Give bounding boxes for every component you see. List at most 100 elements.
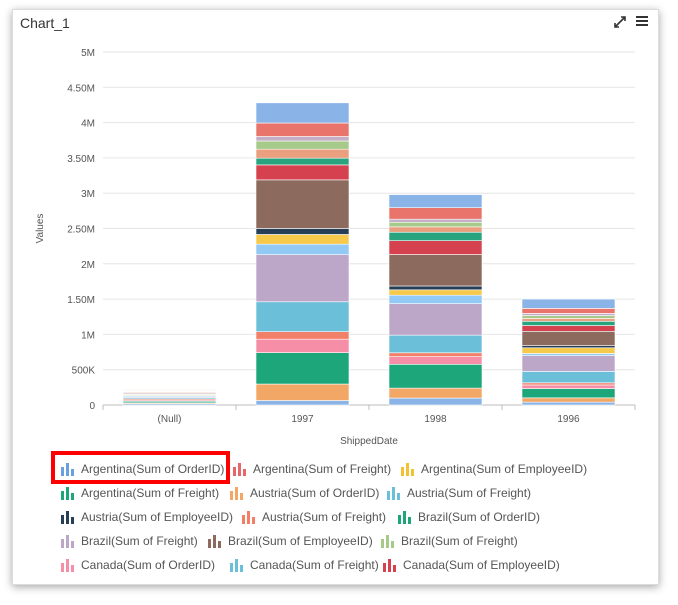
bar-segment[interactable] <box>255 352 350 385</box>
legend-item[interactable]: Austria(Sum of EmployeeID) <box>59 509 233 525</box>
bar-segment[interactable] <box>255 243 350 255</box>
bar-segment[interactable] <box>521 355 616 372</box>
bar-segment[interactable] <box>255 331 350 340</box>
bar-segment[interactable] <box>255 338 350 353</box>
legend-bar-icon <box>233 463 246 476</box>
bar-segment[interactable] <box>255 254 350 303</box>
bar-segment[interactable] <box>255 234 350 245</box>
bar-segment[interactable] <box>521 347 616 354</box>
legend-item[interactable]: Austria(Sum of OrderID) <box>228 485 379 501</box>
bar-segment[interactable] <box>122 389 217 391</box>
bar-segment[interactable] <box>521 397 616 403</box>
expand-icon[interactable] <box>613 15 627 29</box>
bar-segment[interactable] <box>255 157 350 166</box>
legend-bar-icon <box>61 559 74 572</box>
bar-segment[interactable] <box>521 371 616 384</box>
legend-item[interactable]: Argentina(Sum of OrderID) <box>59 461 224 477</box>
legend-label: Austria(Sum of Freight) <box>407 486 532 500</box>
bar-segment[interactable] <box>255 102 350 124</box>
bar-segment[interactable] <box>521 401 616 406</box>
legend-item[interactable]: Canada(Sum of OrderID) <box>59 557 215 573</box>
bar-segment[interactable] <box>521 345 616 349</box>
legend-bar-icon <box>61 487 74 500</box>
bar-segment[interactable] <box>521 308 616 314</box>
bar-segment[interactable] <box>521 382 616 386</box>
bar-segment[interactable] <box>521 318 616 322</box>
bar-segment[interactable] <box>521 388 616 399</box>
bar-segment[interactable] <box>388 294 483 304</box>
bar-segment[interactable] <box>388 221 483 228</box>
y-tick-label: 2M <box>81 260 95 271</box>
legend-item[interactable]: Argentina(Sum of EmployeeID) <box>399 461 587 477</box>
bar-segment[interactable] <box>521 313 616 316</box>
legend-bar-icon <box>387 487 400 500</box>
bar-segment[interactable] <box>255 164 350 181</box>
bar-segment[interactable] <box>388 254 483 287</box>
legend-item[interactable]: Brazil(Sum of OrderID) <box>396 509 540 525</box>
bar-segment[interactable] <box>255 122 350 137</box>
bar-segment[interactable] <box>521 320 616 326</box>
legend-item[interactable]: Austria(Sum of Freight) <box>385 485 531 501</box>
legend-label: Argentina(Sum of Freight) <box>81 486 220 500</box>
bar-segment[interactable] <box>388 231 483 241</box>
y-tick-label: 500K <box>72 366 96 377</box>
bar-segment[interactable] <box>255 383 350 401</box>
legend-bar-icon <box>230 487 243 500</box>
bar-segment[interactable] <box>521 298 616 309</box>
y-tick-label: 3M <box>81 189 95 200</box>
legend-label: Brazil(Sum of OrderID) <box>418 510 541 524</box>
legend-label: Argentina(Sum of EmployeeID) <box>421 462 588 476</box>
legend-item[interactable]: Austria(Sum of Freight) <box>240 509 386 525</box>
x-tick-label: 1996 <box>557 414 580 425</box>
bar-segment[interactable] <box>255 400 350 406</box>
bar-segment[interactable] <box>255 136 350 142</box>
bar-segment[interactable] <box>388 218 483 223</box>
bar-segment[interactable] <box>388 356 483 365</box>
legend-bar-icon <box>208 535 221 548</box>
legend-item[interactable]: Brazil(Sum of Freight) <box>379 533 518 549</box>
bar-segment[interactable] <box>388 334 483 354</box>
bar-segment[interactable] <box>388 289 483 296</box>
legend-item[interactable]: Brazil(Sum of Freight) <box>59 533 198 549</box>
bar-segment[interactable] <box>388 240 483 255</box>
y-tick-label: 2.50M <box>67 225 95 236</box>
bar-segment[interactable] <box>521 315 616 319</box>
bar-segment[interactable] <box>255 148 350 159</box>
x-tick-label: 1998 <box>424 414 447 425</box>
legend-item[interactable]: Canada(Sum of EmployeeID) <box>381 557 560 573</box>
bar-segment[interactable] <box>521 325 616 332</box>
legend-label: Canada(Sum of OrderID) <box>81 558 216 572</box>
bar-segment[interactable] <box>388 226 483 233</box>
legend-item[interactable]: Argentina(Sum of Freight) <box>59 485 219 501</box>
bar-segment[interactable] <box>388 352 483 357</box>
legend-bar-icon <box>401 463 414 476</box>
bar-segment[interactable] <box>388 303 483 336</box>
bar-segment[interactable] <box>388 364 483 389</box>
bar-segment[interactable] <box>388 194 483 208</box>
hamburger-menu-icon[interactable] <box>635 14 649 28</box>
legend-item[interactable]: Brazil(Sum of EmployeeID) <box>206 533 373 549</box>
legend-bar-icon <box>230 559 243 572</box>
bar-segment[interactable] <box>255 179 350 229</box>
legend-item[interactable]: Canada(Sum of Freight) <box>228 557 379 573</box>
stacked-bar-chart: 0 500K 1M 1.50M 2M 2.50M 3M 3.50M 4M 4.50M 5M Value… <box>35 48 636 447</box>
bar-segment[interactable] <box>255 228 350 235</box>
bar-segment[interactable] <box>388 397 483 406</box>
y-tick-label: 4M <box>81 119 95 130</box>
bar-segment[interactable] <box>255 301 350 333</box>
legend-label: Austria(Sum of Freight) <box>262 510 387 524</box>
legend-label: Argentina(Sum of OrderID) <box>81 462 225 476</box>
bar-segment[interactable] <box>388 207 483 220</box>
y-tick-label: 5M <box>81 48 95 59</box>
legend-item[interactable]: Argentina(Sum of Freight) <box>231 461 391 477</box>
bar-segment[interactable] <box>388 285 483 291</box>
bar-segment[interactable] <box>388 387 483 399</box>
bar-segment[interactable] <box>521 353 616 356</box>
bar-segment[interactable] <box>521 384 616 389</box>
legend-bar-icon <box>61 511 74 524</box>
bar-segment[interactable] <box>521 330 616 346</box>
bar-segment[interactable] <box>255 140 350 150</box>
y-tick-label: 3.50M <box>67 154 95 165</box>
y-tick-label: 1.50M <box>67 295 95 306</box>
legend-bar-icon <box>242 511 255 524</box>
